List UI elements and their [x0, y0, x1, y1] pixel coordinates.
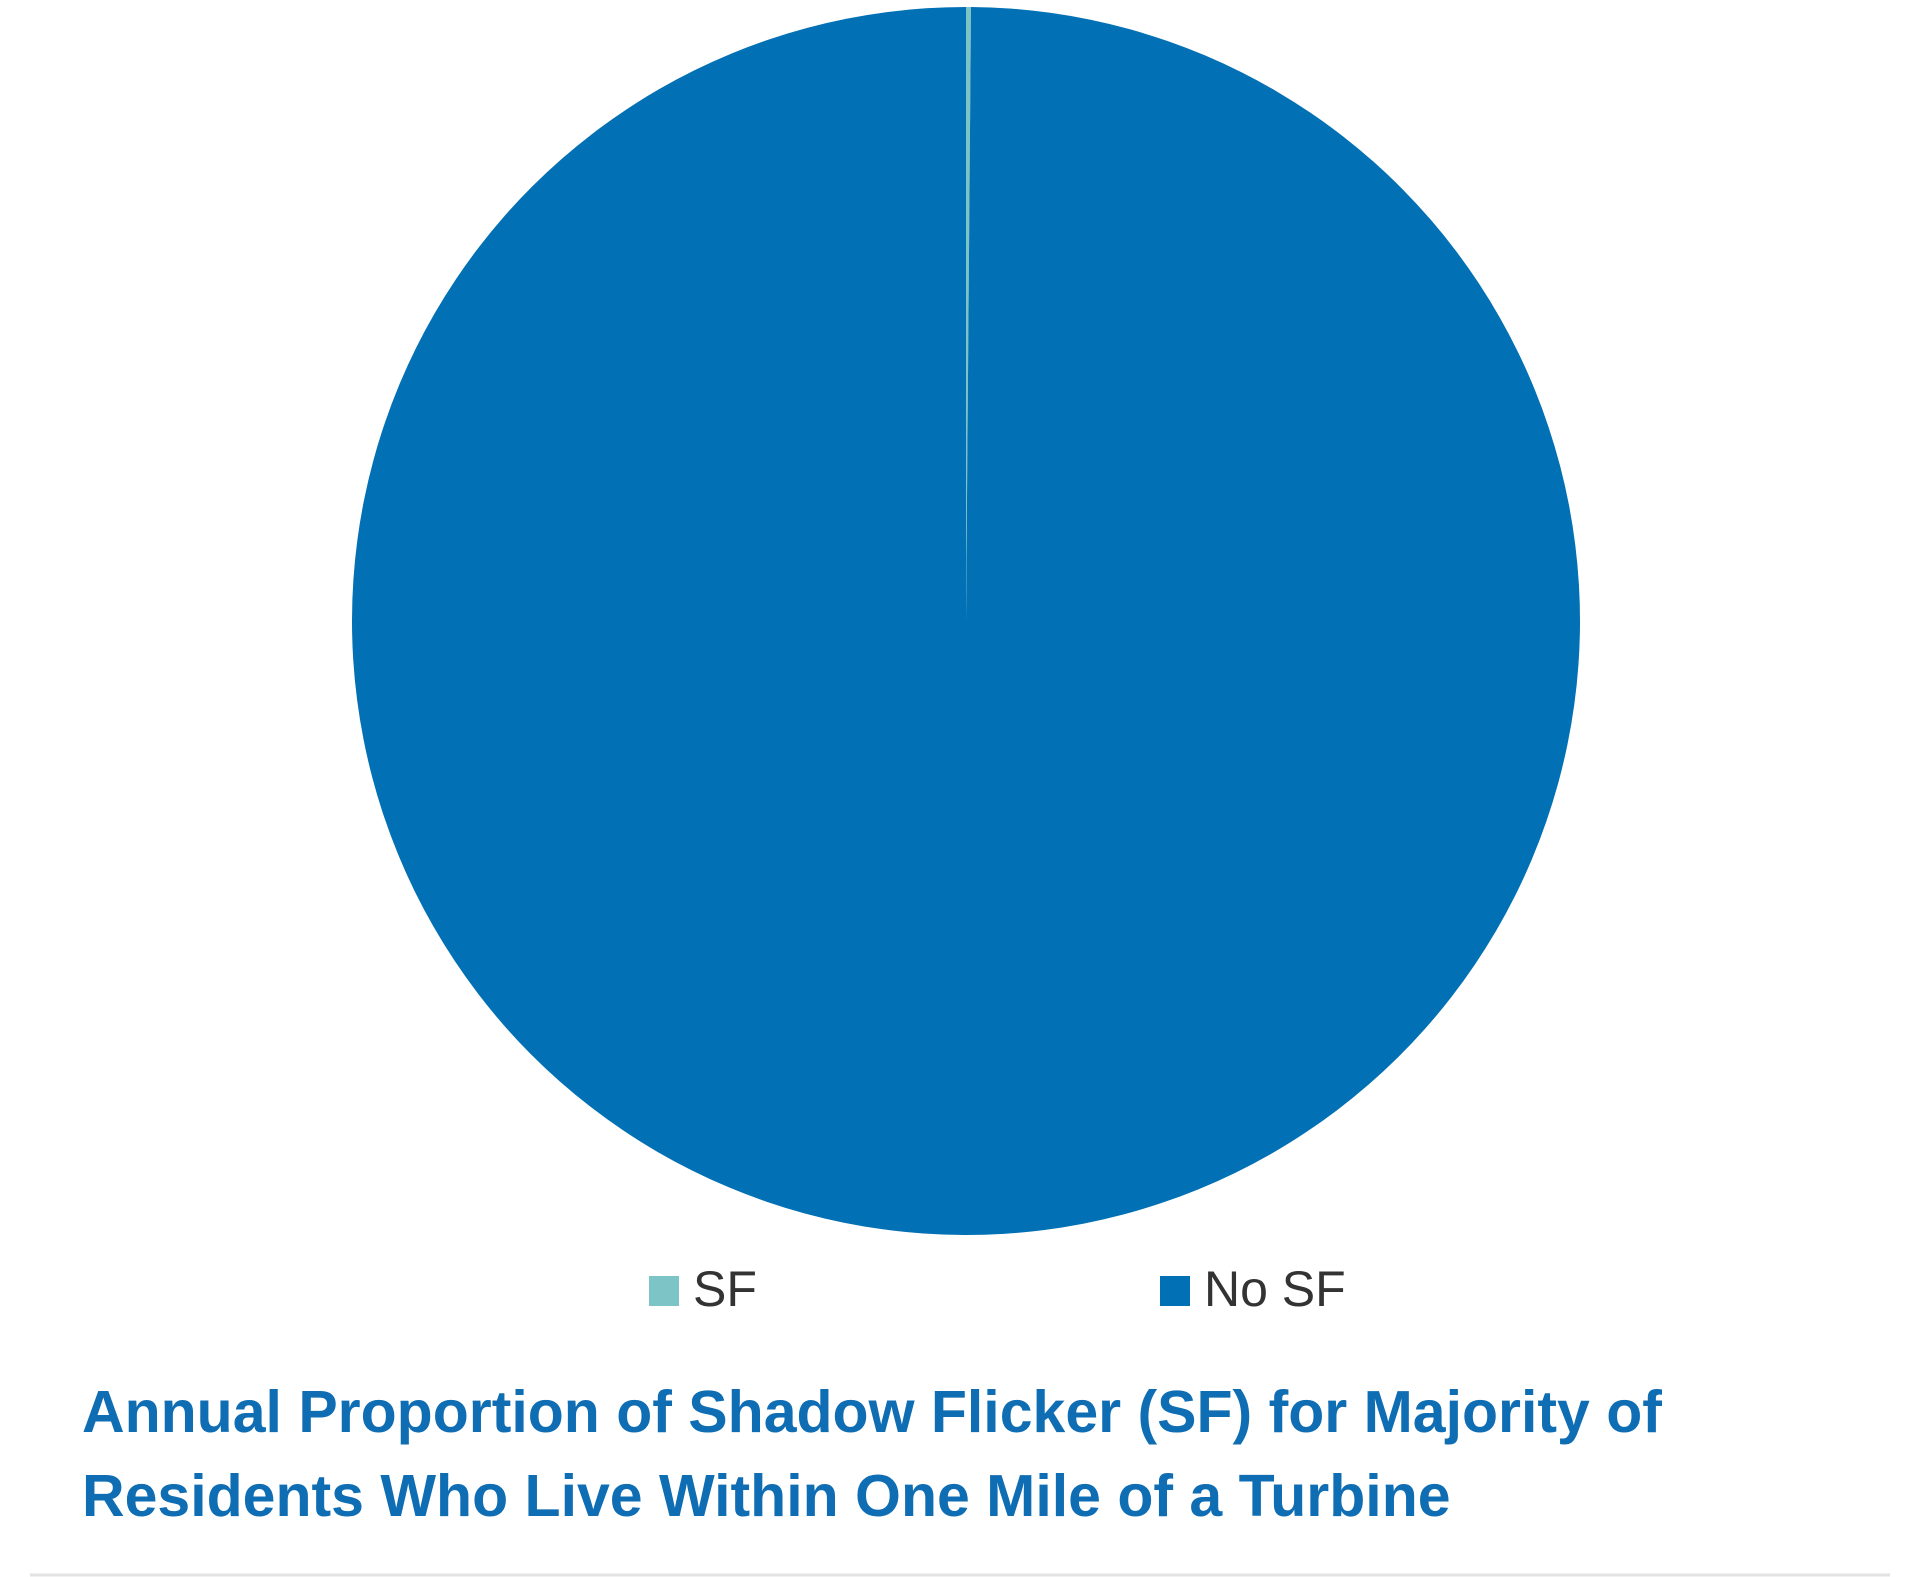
chart-title: Annual Proportion of Shadow Flicker (SF)…	[82, 1379, 1662, 1529]
pie-slice	[966, 7, 972, 621]
legend-label: No SF	[1204, 1261, 1346, 1317]
legend-label: SF	[693, 1261, 757, 1317]
legend-swatch	[1160, 1276, 1190, 1306]
pie-slice	[352, 7, 1581, 1235]
legend-swatch	[649, 1276, 679, 1306]
